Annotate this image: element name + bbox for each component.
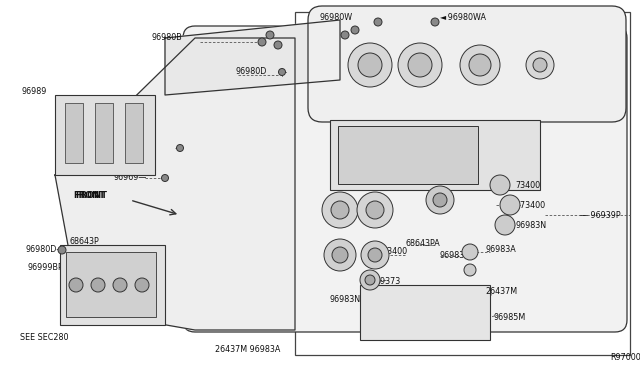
Circle shape (331, 201, 349, 219)
Bar (66, 252, 156, 317)
Polygon shape (55, 38, 295, 330)
Text: 73400: 73400 (515, 180, 540, 189)
Text: 96980B: 96980B (152, 33, 183, 42)
Text: 96999BP: 96999BP (27, 263, 63, 273)
Text: 96980W: 96980W (320, 13, 353, 22)
Text: 96980D—: 96980D— (25, 246, 65, 254)
Polygon shape (165, 20, 340, 95)
Circle shape (351, 26, 359, 34)
Circle shape (426, 186, 454, 214)
Text: 96983N: 96983N (516, 221, 547, 230)
Text: 96985M: 96985M (494, 314, 526, 323)
Circle shape (58, 246, 66, 254)
Circle shape (408, 53, 432, 77)
Text: R970000U: R970000U (610, 353, 640, 362)
Circle shape (495, 215, 515, 235)
Text: SEE SEC280: SEE SEC280 (20, 334, 68, 343)
Circle shape (366, 201, 384, 219)
Circle shape (433, 193, 447, 207)
Text: 96969: 96969 (130, 141, 156, 150)
Circle shape (341, 31, 349, 39)
Circle shape (69, 278, 83, 292)
Circle shape (368, 248, 382, 262)
Text: FRONT: FRONT (75, 190, 107, 199)
Text: FRONT: FRONT (73, 190, 105, 199)
FancyBboxPatch shape (183, 26, 627, 332)
Bar (55, 95, 155, 175)
Text: 69373: 69373 (375, 278, 400, 286)
Circle shape (490, 175, 510, 195)
Text: 26437M: 26437M (485, 288, 517, 296)
Text: 68643PA: 68643PA (405, 238, 440, 247)
Bar (338, 126, 478, 184)
Text: ◄ 96980WA: ◄ 96980WA (440, 13, 486, 22)
Circle shape (332, 247, 348, 263)
Text: 26437M 96983A: 26437M 96983A (215, 346, 280, 355)
Bar (330, 120, 540, 190)
Text: 68643P: 68643P (70, 237, 100, 247)
Bar (295, 12, 630, 355)
FancyBboxPatch shape (308, 6, 626, 122)
Circle shape (526, 51, 554, 79)
Bar (360, 285, 490, 340)
Circle shape (361, 241, 389, 269)
Text: 96983N: 96983N (440, 251, 471, 260)
Circle shape (348, 43, 392, 87)
Text: 96980D: 96980D (235, 67, 266, 77)
Circle shape (324, 239, 356, 271)
Circle shape (431, 18, 439, 26)
Circle shape (360, 270, 380, 290)
Circle shape (278, 68, 285, 76)
Circle shape (462, 244, 478, 260)
Text: 96983N: 96983N (330, 295, 361, 305)
Circle shape (365, 275, 375, 285)
Circle shape (374, 18, 382, 26)
Circle shape (266, 31, 274, 39)
Circle shape (161, 174, 168, 182)
Text: 73400: 73400 (382, 247, 407, 257)
Circle shape (464, 264, 476, 276)
Bar (125, 103, 143, 163)
Bar (95, 103, 113, 163)
Circle shape (469, 54, 491, 76)
Circle shape (91, 278, 105, 292)
Text: — 96939P: — 96939P (580, 211, 621, 219)
Circle shape (258, 38, 266, 46)
Circle shape (533, 58, 547, 72)
Text: 96983A: 96983A (486, 246, 516, 254)
Circle shape (460, 45, 500, 85)
Circle shape (135, 278, 149, 292)
Bar (60, 245, 165, 325)
Bar (65, 103, 83, 163)
Text: 96969—: 96969— (113, 173, 147, 183)
Circle shape (500, 195, 520, 215)
Circle shape (274, 41, 282, 49)
Circle shape (177, 144, 184, 151)
Circle shape (398, 43, 442, 87)
Circle shape (322, 192, 358, 228)
Text: —73400: —73400 (513, 201, 546, 209)
Text: 96989: 96989 (22, 87, 47, 96)
Circle shape (358, 53, 382, 77)
Circle shape (357, 192, 393, 228)
Circle shape (113, 278, 127, 292)
